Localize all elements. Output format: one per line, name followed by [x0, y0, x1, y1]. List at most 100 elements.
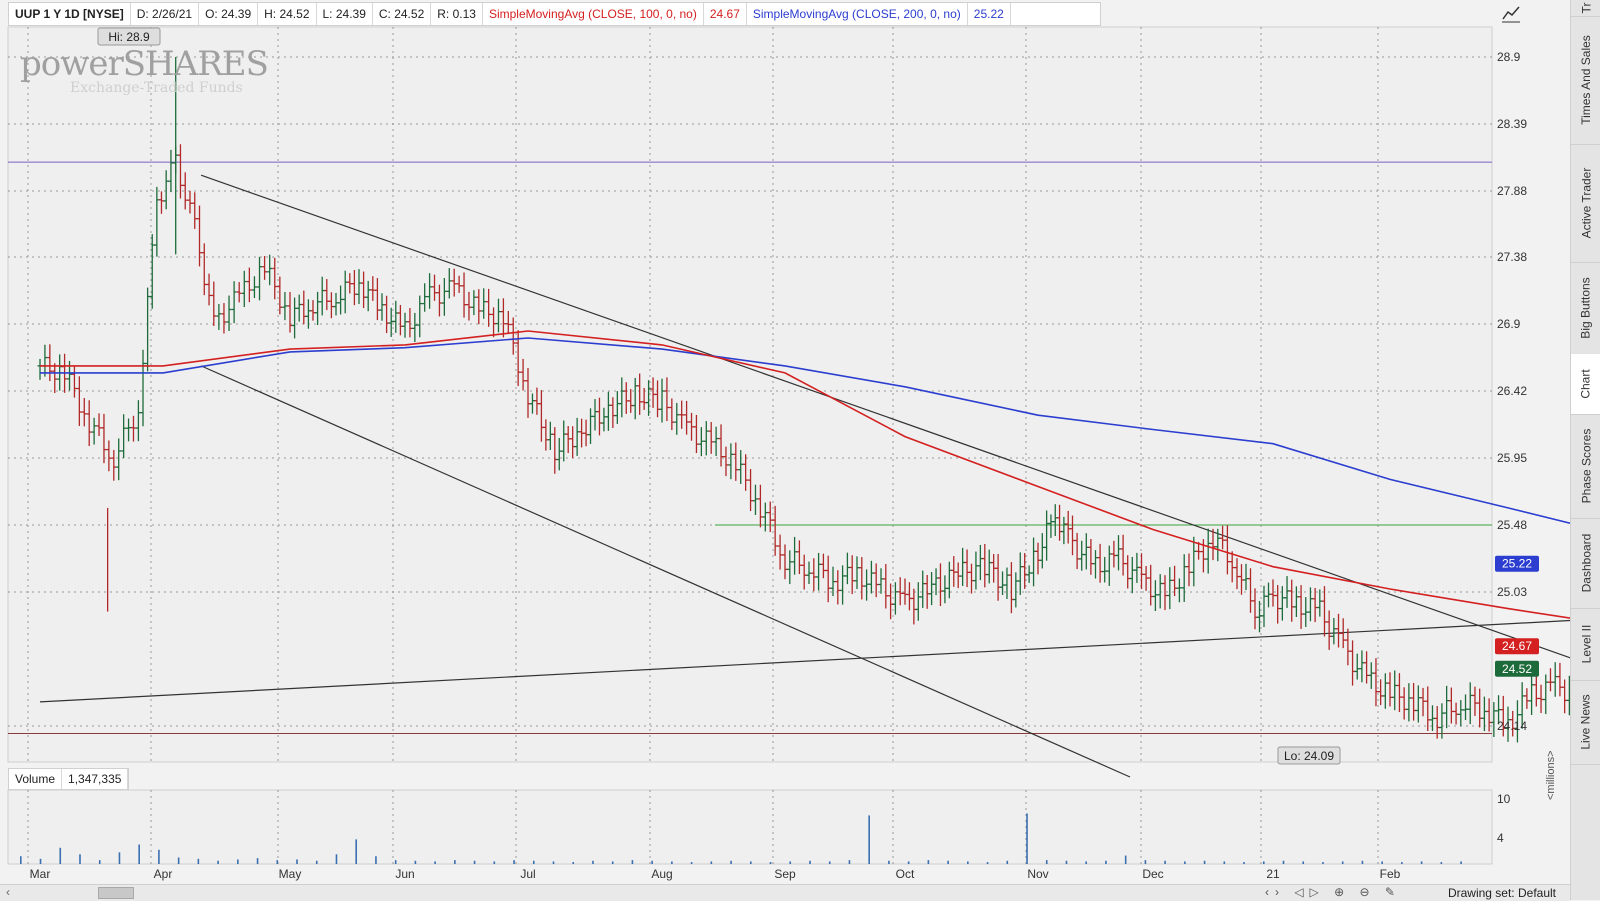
side-tab-dashboard[interactable]: Dashboard — [1571, 518, 1600, 609]
side-tab-active-trader[interactable]: Active Trader — [1571, 144, 1600, 263]
high-value: H: 24.52 — [258, 3, 317, 25]
close-value: C: 24.52 — [373, 3, 432, 25]
volume-bar — [1203, 860, 1206, 864]
date-value: D: 2/26/21 — [131, 3, 200, 25]
volume-label[interactable]: Volume — [9, 769, 63, 789]
volume-bar — [454, 860, 456, 864]
sma200-badge: 25.22 — [1502, 557, 1532, 571]
volume-bar — [256, 858, 259, 864]
price-panel-bg — [7, 26, 1493, 763]
close-price-badge-bg — [1495, 660, 1539, 677]
volume-bar — [986, 862, 989, 864]
side-tab-label: Dashboard — [1579, 533, 1593, 593]
scroll-left-icon[interactable]: ‹ — [6, 885, 10, 899]
lo-label: Lo: 24.09 — [1284, 749, 1334, 763]
volume-bar — [177, 857, 180, 864]
scrollbar-thumb[interactable] — [98, 887, 134, 899]
side-tab-live-news[interactable]: Live News — [1571, 680, 1600, 765]
volume-bar — [414, 860, 417, 864]
volume-bar — [1164, 860, 1166, 864]
volume-bar — [1282, 860, 1285, 864]
rising-line — [39, 619, 1570, 703]
side-tab-level-ii[interactable]: Level II — [1571, 608, 1600, 681]
x-tick-label: Dec — [1142, 867, 1163, 881]
side-tab-label: Tr — [1578, 2, 1593, 14]
volume-header: Volume 1,347,335 — [8, 768, 130, 790]
volume-bar — [730, 860, 732, 864]
volume-bar — [1460, 861, 1462, 864]
y-tick-label: 28.9 — [1497, 50, 1521, 64]
side-tab-big-buttons[interactable]: Big Buttons — [1571, 262, 1600, 355]
chart-tools[interactable]: ‹› ◁▷ ⊕ ⊖ ✎ — [1265, 885, 1401, 899]
volume-bar — [888, 860, 890, 864]
volume-bar — [138, 844, 140, 864]
side-tab-tr[interactable]: Tr — [1571, 0, 1600, 17]
y-tick-label: 28.39 — [1497, 117, 1527, 131]
x-tick-label: Feb — [1380, 867, 1401, 881]
x-tick-label: Jun — [395, 867, 414, 881]
volume-bar — [355, 839, 358, 864]
sma200-label[interactable]: SimpleMovingAvg (CLOSE, 200, 0, no) — [747, 3, 968, 25]
side-tab-times-and-sales[interactable]: Times And Sales — [1571, 16, 1600, 145]
volume-bar — [98, 860, 101, 864]
channel-upper — [200, 174, 1570, 659]
sma100-value: 24.67 — [704, 3, 747, 25]
side-tab-label: Chart — [1579, 369, 1593, 399]
volume-value: 1,347,335 — [62, 769, 129, 789]
y-tick-label: 26.42 — [1497, 384, 1527, 398]
volume-bar — [967, 861, 969, 864]
volume-bar — [1026, 813, 1028, 864]
volume-bar — [1322, 862, 1324, 864]
volume-bar — [1065, 860, 1068, 864]
side-tab-label: Level II — [1579, 624, 1594, 664]
volume-bar — [868, 815, 870, 864]
open-value: O: 24.39 — [199, 3, 259, 25]
volume-tick-label: 4 — [1497, 831, 1504, 845]
volume-bar — [671, 861, 673, 864]
volume-bar — [1381, 861, 1383, 864]
sma100-badge: 24.67 — [1502, 639, 1532, 653]
volume-bar — [809, 860, 811, 864]
volume-bar — [789, 861, 792, 864]
volume-bar — [1085, 861, 1088, 864]
volume-bar — [1341, 861, 1344, 864]
volume-bar — [1223, 861, 1226, 864]
range-value: R: 0.13 — [431, 3, 483, 25]
x-tick-label: Mar — [30, 867, 51, 881]
chart-canvas[interactable]: 28.9 28.39 27.88 27.38 26.9 26.42 25.95 25.48 25… — [0, 0, 1570, 884]
volume-bar — [572, 862, 575, 864]
volume-bar — [907, 861, 910, 864]
volume-bar — [1440, 862, 1443, 864]
channel-lower — [200, 365, 1131, 778]
bottom-toolbar: ‹ ‹› ◁▷ ⊕ ⊖ ✎ Drawing set: Default — [0, 884, 1570, 901]
volume-bar — [1361, 860, 1364, 864]
volume-bar — [375, 856, 377, 864]
sma100-label[interactable]: SimpleMovingAvg (CLOSE, 100, 0, no) — [483, 3, 704, 25]
y-tick-label: 24.14 — [1497, 719, 1527, 733]
volume-bar — [631, 860, 634, 864]
volume-bar — [1401, 862, 1403, 864]
lo-label-box — [1277, 746, 1341, 765]
side-tab-label: Live News — [1579, 694, 1594, 750]
volume-bar — [79, 854, 81, 864]
symbol-label[interactable]: UUP 1 Y 1D [NYSE] — [9, 3, 131, 25]
volume-bar — [237, 859, 239, 864]
x-tick-label: May — [279, 867, 302, 881]
volume-bar — [434, 861, 436, 864]
volume-bar — [651, 860, 653, 864]
low-value: L: 24.39 — [317, 3, 373, 25]
drawing-set-label[interactable]: Drawing set: Default — [1447, 886, 1556, 900]
volume-bar — [1144, 860, 1147, 864]
volume-units-label: <millions> — [1545, 750, 1557, 800]
side-tab-phase-scores[interactable]: Phase Scores — [1571, 414, 1600, 519]
volume-bar — [197, 858, 200, 864]
volume-bar — [532, 860, 535, 864]
sma100-badge-bg — [1495, 638, 1539, 655]
side-tab-chart[interactable]: Chart — [1571, 354, 1600, 415]
volume-bar — [592, 860, 594, 864]
chart-style-icon[interactable] — [1500, 4, 1522, 24]
x-tick-label: 21 — [1266, 867, 1280, 881]
volume-bar — [828, 861, 831, 864]
volume-bar — [710, 861, 713, 864]
